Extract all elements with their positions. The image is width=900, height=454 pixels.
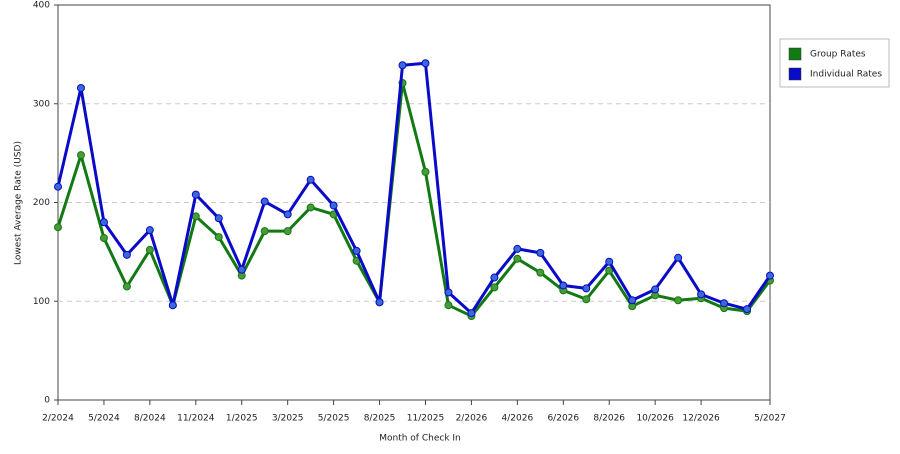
data-point <box>306 175 315 184</box>
x-tick-label: 5/2027 <box>754 414 786 424</box>
data-point <box>559 281 568 290</box>
data-point <box>283 210 292 219</box>
data-point <box>191 212 200 221</box>
data-point <box>145 226 154 235</box>
data-point <box>536 268 545 277</box>
data-point <box>467 309 476 318</box>
data-point <box>191 190 200 199</box>
data-point <box>122 250 131 259</box>
x-tick-label: 8/2025 <box>364 414 396 424</box>
data-point <box>237 265 246 274</box>
data-point <box>605 266 614 275</box>
data-point <box>582 284 591 293</box>
data-point <box>260 227 269 236</box>
y-tick-label: 0 <box>44 396 50 406</box>
x-tick-label: 2/2024 <box>42 414 74 424</box>
data-point <box>398 61 407 70</box>
data-point <box>76 151 85 160</box>
data-point <box>421 167 430 176</box>
y-tick-label: 100 <box>33 297 50 307</box>
data-point <box>214 233 223 242</box>
x-tick-label: 4/2026 <box>502 414 534 424</box>
x-axis-label: Month of Check In <box>379 434 461 444</box>
data-point <box>444 301 453 310</box>
data-point <box>260 197 269 206</box>
x-tick-label: 1/2025 <box>226 414 258 424</box>
data-point <box>168 301 177 310</box>
data-point <box>54 182 62 191</box>
legend-label: Individual Rates <box>810 70 882 80</box>
x-tick-label: 8/2026 <box>593 414 625 424</box>
data-point <box>99 234 108 243</box>
data-point <box>697 290 706 299</box>
data-point <box>214 214 223 223</box>
data-point <box>766 271 774 280</box>
legend-swatch <box>788 47 802 61</box>
data-point <box>513 244 522 253</box>
x-tick-label: 3/2025 <box>272 414 304 424</box>
x-tick-label: 11/2025 <box>407 414 444 424</box>
y-tick-label: 300 <box>33 99 50 109</box>
y-tick-label: 400 <box>33 1 50 11</box>
legend-label: Group Rates <box>810 50 866 60</box>
y-axis-label: Lowest Average Rate (USD) <box>14 141 24 265</box>
data-point <box>628 296 637 305</box>
data-point <box>536 248 545 257</box>
legend-swatch <box>788 67 802 81</box>
data-point <box>605 257 614 266</box>
data-point <box>720 299 729 308</box>
series-line <box>56 61 772 315</box>
data-point <box>375 298 384 307</box>
data-point <box>582 295 591 304</box>
x-tick-label: 12/2026 <box>682 414 720 424</box>
data-point <box>490 283 499 292</box>
data-point <box>122 282 131 291</box>
data-point <box>421 59 430 68</box>
data-point <box>674 296 683 305</box>
data-point <box>352 246 361 255</box>
data-point <box>674 253 683 262</box>
x-tick-label: 11/2024 <box>177 414 215 424</box>
data-point <box>513 254 522 263</box>
y-tick-label: 200 <box>33 198 50 208</box>
data-point <box>490 273 499 282</box>
data-point <box>145 245 154 254</box>
data-point <box>99 218 108 227</box>
x-tick-label: 2/2026 <box>456 414 488 424</box>
x-tick-label: 5/2024 <box>88 414 120 424</box>
data-point <box>444 288 453 297</box>
data-point <box>306 203 315 212</box>
x-tick-label: 10/2026 <box>636 414 674 424</box>
data-point <box>743 305 752 314</box>
data-point <box>329 201 338 210</box>
data-point <box>651 285 660 294</box>
x-tick-label: 8/2024 <box>134 414 166 424</box>
x-tick-label: 6/2026 <box>547 414 579 424</box>
data-point <box>54 223 62 232</box>
data-point <box>76 83 85 92</box>
data-point <box>283 227 292 236</box>
x-tick-label: 5/2025 <box>318 414 350 424</box>
